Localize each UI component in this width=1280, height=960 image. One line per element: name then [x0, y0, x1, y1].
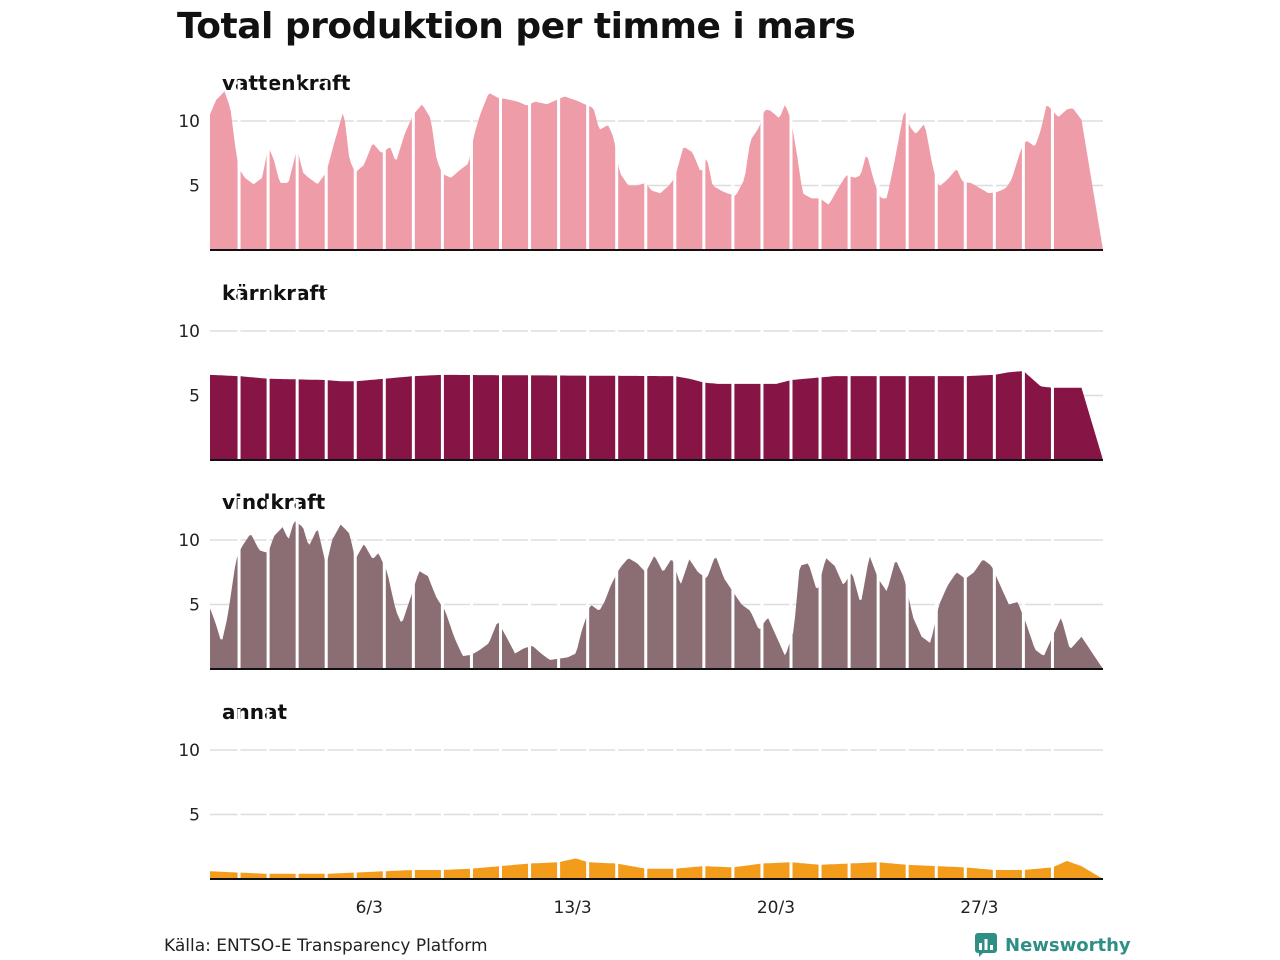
- area-vattenkraft: [210, 91, 1103, 250]
- newsworthy-logo: Newsworthy: [975, 932, 1131, 958]
- area-kärnkraft: [210, 371, 1103, 460]
- y-tick-label: 5: [189, 387, 200, 407]
- y-tick-label: 5: [189, 806, 200, 826]
- y-tick-label: 10: [178, 322, 200, 342]
- y-tick-label: 10: [178, 112, 200, 132]
- brand-name: Newsworthy: [1005, 934, 1131, 956]
- x-tick-label: 13/3: [554, 898, 592, 918]
- bar-chart-icon: [975, 933, 997, 957]
- y-tick-label: 5: [189, 177, 200, 197]
- y-tick-label: 5: [189, 596, 200, 616]
- y-tick-label: 10: [178, 741, 200, 761]
- x-tick-label: 27/3: [960, 898, 998, 918]
- area-vindkraft: [210, 521, 1103, 669]
- y-tick-label: 10: [178, 531, 200, 551]
- chart-title: Total produktion per timme i mars: [177, 6, 856, 47]
- source-note: Källa: ENTSO-E Transparency Platform: [164, 936, 488, 956]
- x-tick-label: 20/3: [757, 898, 795, 918]
- area-annat: [210, 858, 1103, 879]
- panel-title-vattenkraft: vattenkraft: [222, 71, 351, 95]
- panel-title-annat: annat: [222, 700, 287, 724]
- x-tick-label: 6/3: [356, 898, 383, 918]
